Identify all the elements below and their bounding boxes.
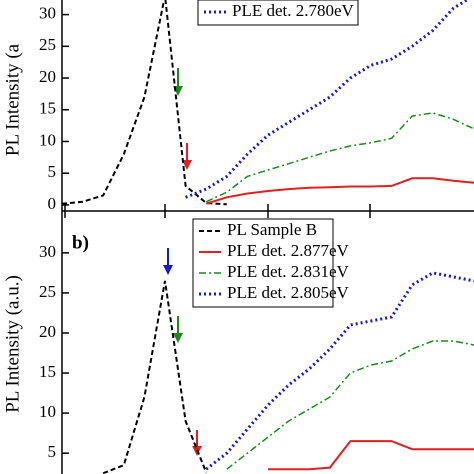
y-axis-label: PL Intensity (a.u.) <box>2 275 23 413</box>
y-tick-label: 15 <box>39 99 56 118</box>
y-tick-label: 15 <box>39 362 56 381</box>
legend: PLE det. 2.780eV <box>197 0 359 26</box>
series-line <box>226 340 474 470</box>
legend-label: PLE det. 2.805eV <box>227 283 350 302</box>
legend-label: PL Sample B <box>227 220 317 239</box>
series-line <box>185 0 470 199</box>
legend: PL Sample B PLE det. 2.877eV PLE det. 2.83… <box>192 218 350 308</box>
series-line <box>205 112 474 203</box>
y-tick-label: 5 <box>48 442 57 461</box>
y-tick-label: 10 <box>39 130 56 149</box>
y-tick-label: 30 <box>39 3 56 22</box>
y-tick-label: 25 <box>39 282 56 301</box>
y-tick-label: 25 <box>39 35 56 54</box>
series-line <box>62 0 227 206</box>
series-line <box>205 177 474 205</box>
series-line <box>102 280 208 474</box>
y-tick-label: 0 <box>48 194 57 213</box>
panel-label: b) <box>72 232 89 253</box>
y-tick-label: 10 <box>39 402 56 421</box>
legend-label: PLE det. 2.780eV <box>232 1 355 20</box>
legend-label: PLE det. 2.877eV <box>227 241 350 260</box>
legend-box <box>192 218 334 308</box>
legend-label: PLE det. 2.831eV <box>227 262 350 281</box>
y-axis-label: PL Intensity (a <box>2 43 23 156</box>
y-tick-label: 20 <box>39 322 56 341</box>
y-tick-label: 5 <box>48 162 57 181</box>
y-tick-label: 30 <box>39 242 56 261</box>
y-tick-label: 20 <box>39 67 56 86</box>
series-line <box>268 440 474 471</box>
